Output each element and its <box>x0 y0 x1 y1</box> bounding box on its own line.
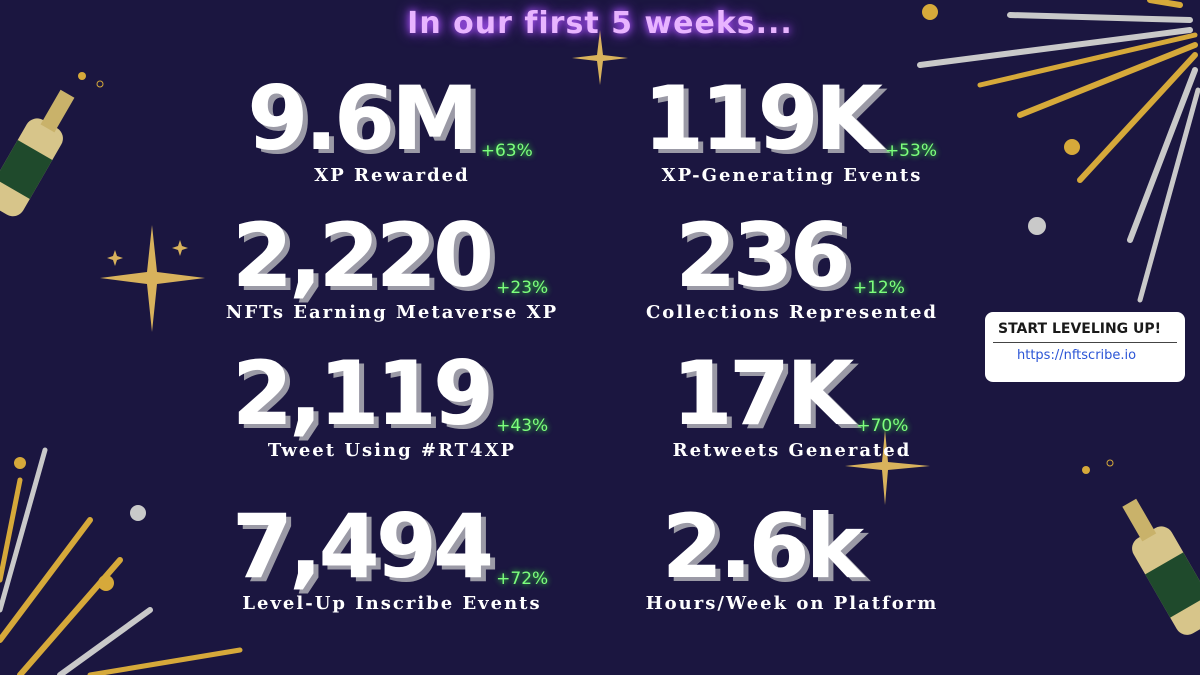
stat-value: 2,119 <box>231 342 494 445</box>
dots <box>14 4 1080 591</box>
stat: 2,119 +43% Tweet Using #RT4XP <box>182 350 602 462</box>
stat: 119K +53% XP-Generating Events <box>582 75 1002 187</box>
stat-label: NFTs Earning Metaverse XP <box>225 302 559 323</box>
stat-change: +53% <box>884 141 937 161</box>
stat-label: XP Rewarded <box>314 165 470 186</box>
stat-value: 2,220 <box>231 204 494 307</box>
stat: 17K +70% Retweets Generated <box>582 350 1002 462</box>
stat-row: 2,119 +43% <box>232 350 552 438</box>
stat-value: 2.6k <box>661 495 864 598</box>
stat-value: 9.6M <box>247 67 478 170</box>
title: In our first 5 weeks... <box>407 6 793 41</box>
stat: 236 +12% Collections Represented <box>582 212 1002 324</box>
stat-row: 236 +12% <box>675 212 909 300</box>
cta-link[interactable]: https://nftscribe.io <box>1017 348 1137 363</box>
stat-row: 9.6M +63% <box>247 75 536 163</box>
stat-label: Tweet Using #RT4XP <box>267 440 517 461</box>
stat-change: +12% <box>852 278 905 298</box>
bottles <box>0 72 1200 635</box>
stat-label: XP-Generating Events <box>661 165 923 186</box>
stat-change: +72% <box>496 569 549 589</box>
stat-row: 2.6k <box>662 503 922 591</box>
stat-change: +70% <box>856 416 909 436</box>
stat-label: Hours/Week on Platform <box>645 593 939 614</box>
stat-row: 2,220 +23% <box>232 212 552 300</box>
stat-change: +63% <box>480 141 533 161</box>
stat: 2.6k Hours/Week on Platform <box>582 503 1002 615</box>
stat-value: 236 <box>675 204 851 307</box>
stat-row: 17K +70% <box>672 350 913 438</box>
stat-value: 119K <box>643 67 883 170</box>
stat-label: Level-Up Inscribe Events <box>242 593 542 614</box>
stat: 9.6M +63% XP Rewarded <box>182 75 602 187</box>
stat-change: +23% <box>496 278 549 298</box>
stat-value: 17K <box>671 342 855 445</box>
stat: 7,494 +72% Level-Up Inscribe Events <box>182 503 602 615</box>
stat-row: 119K +53% <box>643 75 941 163</box>
cta-heading: START LEVELING UP! <box>998 321 1162 337</box>
divider <box>993 342 1177 343</box>
stat-row: 7,494 +72% <box>232 503 552 591</box>
stat: 2,220 +23% NFTs Earning Metaverse XP <box>182 212 602 324</box>
stat-label: Retweets Generated <box>672 440 912 461</box>
stat-value: 7,494 <box>231 495 494 598</box>
stat-label: Collections Represented <box>645 302 939 323</box>
cta-card[interactable]: START LEVELING UP! https://nftscribe.io <box>985 312 1185 382</box>
stat-change: +43% <box>496 416 549 436</box>
sparkles <box>100 30 930 505</box>
